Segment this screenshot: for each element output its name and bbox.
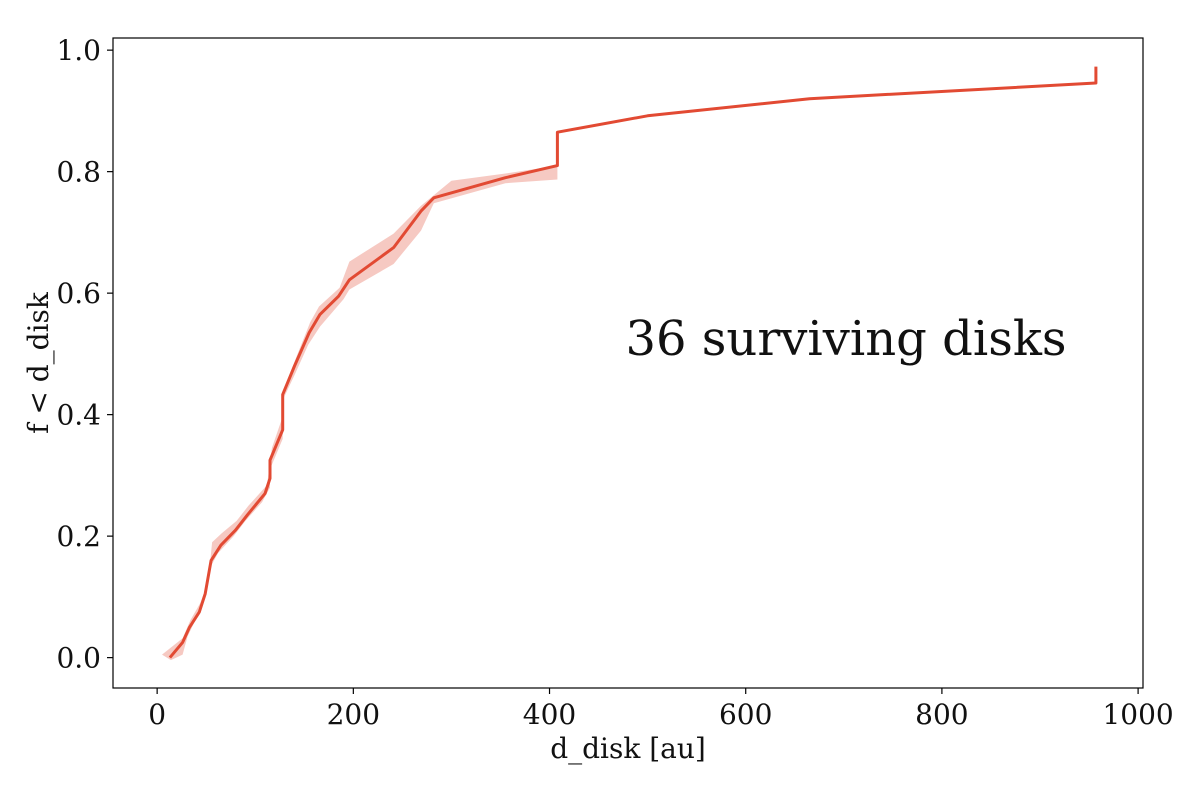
x-tick-label: 600	[719, 698, 772, 731]
x-tick-label: 1000	[1102, 698, 1173, 731]
y-tick-label: 0.4	[56, 399, 101, 432]
y-axis-label: f < d_disk	[22, 291, 55, 434]
y-tick-label: 0.0	[56, 642, 101, 675]
x-axis-label: d_disk [au]	[550, 732, 706, 765]
uncertainty-band-layer	[162, 165, 558, 661]
series-line-layer	[168, 66, 1098, 659]
uncertainty-band	[162, 165, 558, 661]
x-tick-label: 0	[148, 698, 166, 731]
x-tick-label: 400	[523, 698, 576, 731]
y-tick-label: 1.0	[56, 34, 101, 67]
x-tick-label: 800	[915, 698, 968, 731]
y-axis-ticks: 0.0 0.2 0.4 0.6 0.8 1.0	[56, 34, 113, 675]
x-tick-label: 200	[327, 698, 380, 731]
y-tick-label: 0.8	[56, 156, 101, 189]
plot-frame	[112, 37, 1144, 689]
annotation-text: 36 surviving disks	[625, 311, 1066, 367]
x-axis-ticks: 0 200 400 600 800 1000	[148, 688, 1174, 731]
y-tick-label: 0.6	[56, 277, 101, 310]
series-line-0	[168, 66, 1098, 659]
y-tick-label: 0.2	[56, 520, 101, 553]
